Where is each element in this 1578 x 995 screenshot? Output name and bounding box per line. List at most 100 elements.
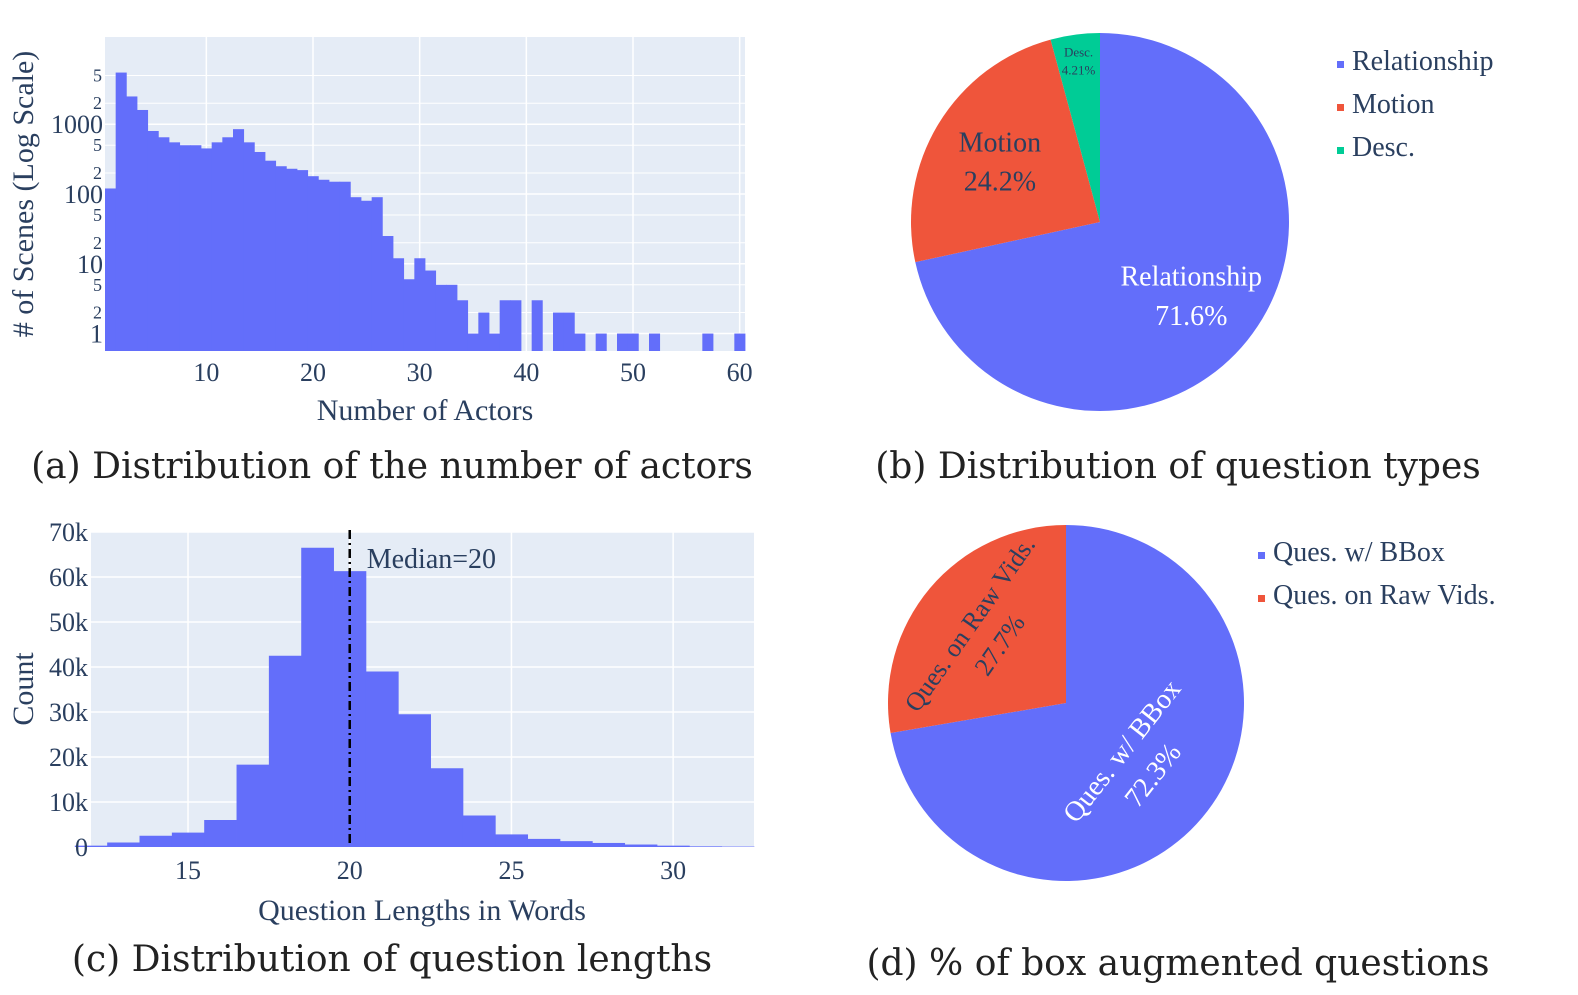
actors-y-minor-tick-label: 2 <box>93 163 102 183</box>
actors-bar <box>499 300 511 351</box>
legend-swatch <box>1337 104 1344 111</box>
lengths-bar <box>624 844 658 847</box>
pie-slice-relationship <box>915 33 1289 411</box>
lengths-bar <box>462 815 496 847</box>
actors-bar <box>467 333 479 351</box>
lengths-y-tick-label: 40k <box>49 653 88 682</box>
actors-bar <box>446 284 458 351</box>
actors-y-minor-tick-label: 5 <box>93 135 102 155</box>
lengths-bar <box>204 820 237 847</box>
actors-bar <box>489 333 501 351</box>
lengths-bar <box>689 846 723 847</box>
actors-bar <box>254 151 266 351</box>
actors-bar <box>414 258 426 351</box>
actors-y-axis-label: # of Scenes (Log Scale) <box>7 51 40 338</box>
actors-bar <box>478 312 490 351</box>
actors-y-minor-tick-label: 5 <box>93 205 102 225</box>
actors-bar <box>425 270 437 351</box>
actors-y-minor-tick-label: 2 <box>93 93 102 113</box>
lengths-x-tick-label: 15 <box>175 856 201 885</box>
box-augmented-legend: Ques. w/ BBox Ques. on Raw Vids. <box>1258 537 1496 611</box>
lengths-y-tick-label: 30k <box>49 698 88 727</box>
lengths-bar <box>74 845 108 847</box>
pie-slice-ques-on-raw-vids <box>887 525 1066 734</box>
actors-bar <box>126 96 138 351</box>
actors-x-tick-label: 10 <box>193 358 219 387</box>
actors-bar <box>531 300 543 351</box>
actors-x-axis-label: Number of Actors <box>317 394 534 427</box>
lengths-y-tick-label: 50k <box>49 608 88 637</box>
lengths-bar <box>495 834 529 847</box>
actors-bar <box>403 279 415 351</box>
actors-y-tick-label: 1 <box>90 320 103 349</box>
actors-bar <box>734 333 746 351</box>
caption-b: (b) Distribution of question types <box>875 446 1481 487</box>
pie-slice-ques-w-bbox <box>890 525 1245 881</box>
median-label: Median=20 <box>367 544 496 575</box>
actors-bar <box>297 170 309 351</box>
actors-bar <box>179 145 191 351</box>
question-types-legend: Relationship Motion Desc. <box>1337 46 1494 163</box>
actors-bar <box>371 197 383 351</box>
actors-x-tick-label: 20 <box>300 358 326 387</box>
actors-bar <box>307 176 319 351</box>
actors-bar <box>627 333 639 351</box>
actors-x-tick-label: 50 <box>620 358 646 387</box>
lengths-bar <box>301 547 334 847</box>
caption-a: (a) Distribution of the number of actors <box>31 446 753 487</box>
actors-bar <box>617 333 629 351</box>
lengths-bar <box>107 842 140 847</box>
lengths-bar <box>268 655 302 847</box>
lengths-bar <box>559 841 593 847</box>
pie-slice-text: Relationship <box>1120 262 1262 293</box>
actors-x-tick-label: 40 <box>513 358 539 387</box>
lengths-bar <box>398 714 431 847</box>
actors-bar <box>382 236 394 351</box>
actors-bar <box>243 142 255 351</box>
actors-bar <box>222 137 234 351</box>
pie-slice-text: 24.2% <box>964 167 1036 198</box>
actors-y-minor-tick-label: 5 <box>93 65 102 85</box>
actors-bar <box>702 333 714 351</box>
legend-swatch <box>1337 61 1344 68</box>
actors-bar <box>233 129 245 351</box>
question-types-pie: Relationship 71.6% Motion 24.2% Desc. 4.21% R… <box>875 33 1494 487</box>
actors-bar <box>574 333 586 351</box>
actors-bar <box>329 181 341 351</box>
actors-bar <box>286 168 298 351</box>
actors-y-tick-label: 100 <box>64 180 103 209</box>
actors-bar <box>190 145 202 351</box>
pie-slice-text: 71.6% <box>1155 301 1227 332</box>
actors-y-minor-tick-label: 5 <box>93 275 102 295</box>
legend-label: Ques. w/ BBox <box>1273 537 1445 568</box>
pie-slice-label: Desc. 4.21% <box>1062 44 1096 77</box>
actors-bar <box>339 181 351 351</box>
lengths-x-tick-label: 30 <box>660 856 686 885</box>
actors-bar <box>393 258 405 351</box>
lengths-y-tick-label: 10k <box>49 788 88 817</box>
actors-bar <box>361 200 373 351</box>
caption-c: (c) Distribution of question lengths <box>72 939 712 980</box>
actors-y-tick-label: 10 <box>77 250 103 279</box>
legend-label: Ques. on Raw Vids. <box>1273 580 1496 611</box>
actors-bar <box>201 148 213 351</box>
lengths-x-tick-label: 20 <box>337 856 363 885</box>
actors-bar <box>265 160 277 351</box>
actors-x-tick-label: 60 <box>727 358 753 387</box>
actors-y-tick-label: 1000 <box>51 110 103 139</box>
actors-bar <box>649 333 661 351</box>
actors-bar <box>137 109 149 351</box>
caption-d: (d) % of box augmented questions <box>866 943 1489 984</box>
actors-bar <box>147 130 159 351</box>
actors-bar <box>595 333 607 351</box>
lengths-bar <box>527 838 561 847</box>
legend-swatch <box>1337 147 1344 154</box>
pie-slice-text: 4.21% <box>1062 63 1096 78</box>
pie-slice-motion <box>911 39 1100 263</box>
pie-slice-label: Relationship 71.6% <box>1120 262 1262 332</box>
actors-bar <box>169 142 181 351</box>
pie-slice-text: Motion <box>959 127 1041 158</box>
